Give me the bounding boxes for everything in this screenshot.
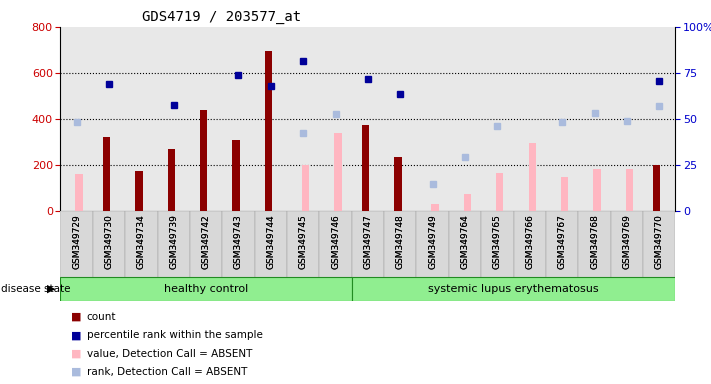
Text: GSM349748: GSM349748 [396,215,405,269]
Text: GSM349764: GSM349764 [461,215,469,269]
Bar [255,211,287,278]
Text: GSM349765: GSM349765 [493,215,502,270]
Bar [449,211,481,278]
Text: GSM349746: GSM349746 [331,215,340,269]
Text: GSM349768: GSM349768 [590,215,599,270]
Bar [417,211,449,278]
Text: ■: ■ [71,330,82,340]
Text: value, Detection Call = ABSENT: value, Detection Call = ABSENT [87,349,252,359]
Text: GSM349729: GSM349729 [72,215,81,269]
Text: GSM349767: GSM349767 [557,215,567,270]
Bar [158,211,190,278]
Text: GSM349730: GSM349730 [105,215,114,270]
Bar [352,211,384,278]
Text: GSM349743: GSM349743 [234,215,243,269]
Bar [394,157,402,211]
Bar [546,211,578,278]
Text: ■: ■ [71,312,82,322]
Text: GSM349769: GSM349769 [622,215,631,270]
Bar [561,177,568,211]
Text: GSM349744: GSM349744 [267,215,275,269]
Bar [384,211,417,278]
Bar [190,211,223,278]
Text: GSM349742: GSM349742 [202,215,210,269]
Bar [593,169,601,211]
Bar [60,211,93,278]
Text: GSM349748: GSM349748 [396,215,405,269]
Bar [93,211,125,278]
Bar [200,110,208,211]
Text: GSM349744: GSM349744 [267,215,275,269]
Text: GSM349766: GSM349766 [525,215,534,270]
Bar [578,211,611,278]
Text: GSM349749: GSM349749 [428,215,437,269]
Bar [125,211,158,278]
Text: GSM349747: GSM349747 [363,215,373,269]
Text: disease state: disease state [1,284,71,294]
Text: systemic lupus erythematosus: systemic lupus erythematosus [428,284,599,294]
Text: GSM349742: GSM349742 [202,215,210,269]
Bar [362,125,369,211]
Text: rank, Detection Call = ABSENT: rank, Detection Call = ABSENT [87,367,247,377]
Text: GSM349770: GSM349770 [655,215,664,270]
Text: GSM349765: GSM349765 [493,215,502,270]
Text: healthy control: healthy control [164,284,248,294]
Bar [334,133,342,211]
Text: GDS4719 / 203577_at: GDS4719 / 203577_at [142,10,301,23]
Text: GSM349745: GSM349745 [299,215,308,269]
Bar [626,169,633,211]
Bar [135,171,143,211]
Bar [264,51,272,211]
Bar [60,277,352,301]
Bar [103,137,110,211]
Bar [496,173,503,211]
Text: GSM349767: GSM349767 [557,215,567,270]
Text: ■: ■ [71,349,82,359]
Bar [232,140,240,211]
Bar [432,204,439,211]
Bar [287,211,319,278]
Bar [319,211,352,278]
Bar [643,211,675,278]
Text: GSM349768: GSM349768 [590,215,599,270]
Text: GSM349729: GSM349729 [72,215,81,269]
Text: GSM349730: GSM349730 [105,215,114,270]
Text: GSM349746: GSM349746 [331,215,340,269]
Text: percentile rank within the sample: percentile rank within the sample [87,330,262,340]
Bar [481,211,513,278]
Text: count: count [87,312,116,322]
Bar [223,211,255,278]
Text: ■: ■ [71,367,82,377]
Text: ▶: ▶ [47,284,55,294]
Bar [302,165,309,211]
Text: GSM349770: GSM349770 [655,215,664,270]
Bar [513,211,546,278]
Bar [75,174,82,211]
Bar [352,277,675,301]
Bar [611,211,643,278]
Text: GSM349734: GSM349734 [137,215,146,269]
Bar [528,143,536,211]
Bar [168,149,175,211]
Text: GSM349734: GSM349734 [137,215,146,269]
Text: GSM349764: GSM349764 [461,215,469,269]
Text: GSM349747: GSM349747 [363,215,373,269]
Text: GSM349743: GSM349743 [234,215,243,269]
Text: GSM349745: GSM349745 [299,215,308,269]
Text: GSM349739: GSM349739 [169,215,178,270]
Text: GSM349749: GSM349749 [428,215,437,269]
Text: GSM349766: GSM349766 [525,215,534,270]
Text: GSM349739: GSM349739 [169,215,178,270]
Bar [653,165,661,211]
Text: GSM349769: GSM349769 [622,215,631,270]
Bar [464,194,471,211]
